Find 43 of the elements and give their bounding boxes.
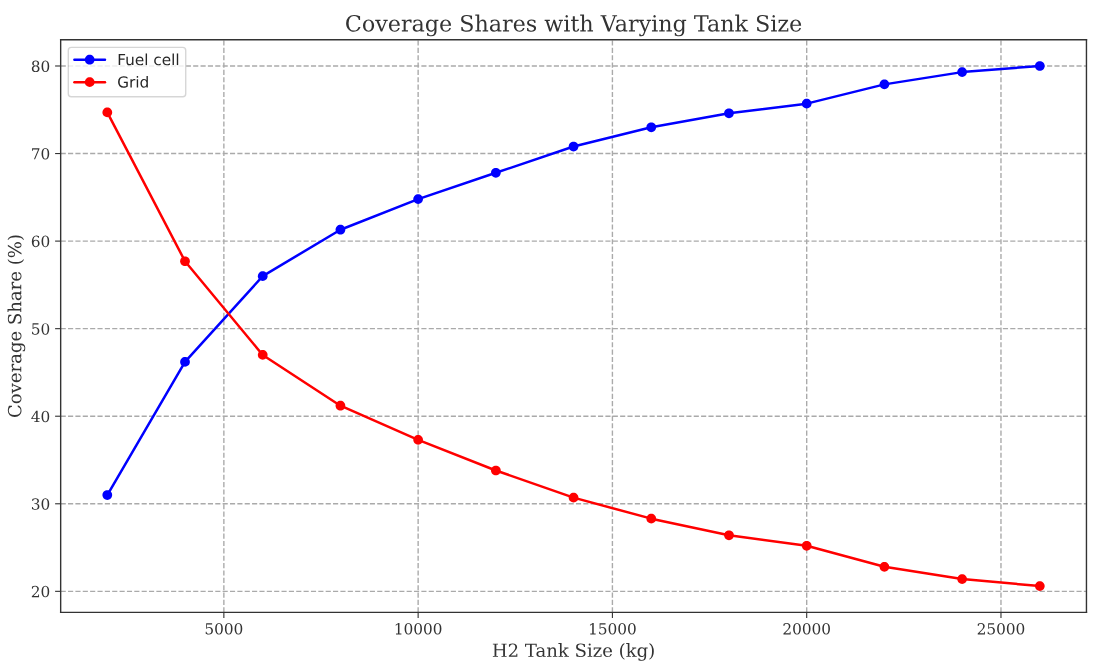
point [879,79,890,90]
point [646,513,657,524]
point [724,530,734,541]
y-tick-label: 60 [31,235,50,248]
point [957,67,967,77]
point [180,256,190,267]
point [568,492,579,503]
x-tick-label: 5000 [205,623,243,635]
point [1034,581,1045,591]
point [257,350,268,360]
x-tick-label: 25000 [977,623,1025,635]
point [490,465,501,476]
point [879,561,890,572]
point [568,141,579,152]
point [102,107,113,118]
point [180,357,190,367]
y-tick-label: 80 [31,60,50,73]
legend-label: Fuel cell [118,53,179,66]
point [724,108,734,119]
point [646,122,657,133]
point [801,540,812,551]
x-tick-label: 10000 [395,623,442,635]
legend-label: Grid [118,75,148,88]
x-tick-label: 15000 [589,623,636,635]
y-tick-label: 20 [31,585,50,598]
point [1034,61,1045,71]
point [102,490,113,500]
point [490,167,501,178]
point [413,435,423,445]
point [257,271,268,281]
chart-title: Coverage Shares with Varying Tank Size [346,14,802,37]
x-tick-label: 20000 [783,623,830,635]
x-axis-title: H2 Tank Size (kg) [492,643,654,661]
point [413,194,423,204]
point [335,224,346,235]
point [801,98,812,109]
y-tick-label: 70 [32,148,50,160]
y-tick-label: 50 [32,323,50,335]
point [957,574,967,584]
y-tick-label: 30 [31,498,50,510]
y-axis-title: Coverage Share (%) [7,235,26,418]
y-tick-label: 40 [31,410,50,423]
point [335,400,346,411]
